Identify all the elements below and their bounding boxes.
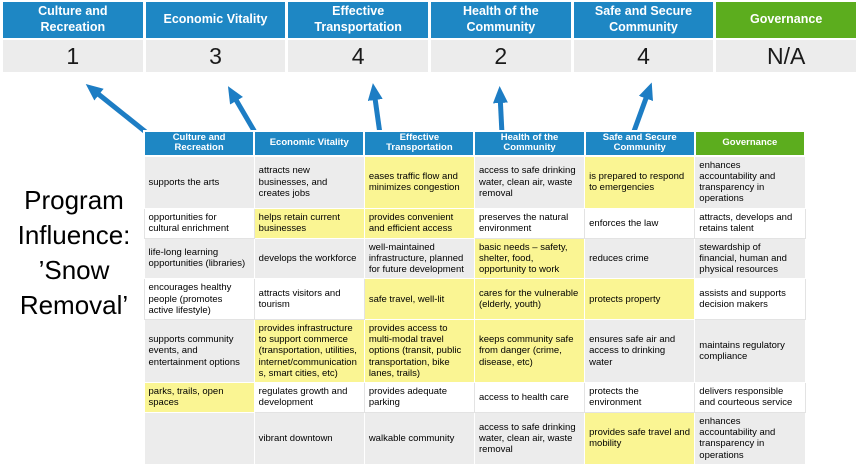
summary-band: Culture and Recreation Economic Vitality E…	[3, 2, 856, 72]
table-row: encourages healthy people (promotes acti…	[143, 278, 806, 320]
table-cell-highlighted: parks, trails, open spaces	[143, 381, 255, 413]
table-cell: maintains regulatory compliance	[694, 318, 806, 383]
summary-score-safe-and-secure-community: 4	[573, 40, 714, 72]
table-cell-highlighted: provides convenient and efficient access	[363, 207, 475, 239]
table-cell: encourages healthy people (promotes acti…	[143, 278, 255, 320]
table-row: opportunities for cultural enrichment hel…	[143, 207, 806, 239]
summary-category-health-of-the-community: Health of the Community	[431, 2, 571, 38]
table-cell: supports the arts	[143, 155, 255, 209]
table-cell: reduces crime	[584, 237, 696, 280]
matrix-header-row: Culture and Recreation Economic Vitality E…	[142, 130, 807, 157]
table-header-cell: Safe and Secure Community	[583, 130, 696, 157]
table-cell: protects the environment	[584, 381, 696, 413]
table-cell-highlighted: provides infrastructure to support comme…	[253, 318, 365, 383]
table-cell: attracts visitors and tourism	[253, 278, 365, 320]
table-cell: access to safe drinking water, clean air…	[473, 155, 586, 209]
table-row: supports community events, and entertain…	[143, 318, 806, 383]
table-cell-highlighted: eases traffic flow and minimizes congest…	[363, 155, 475, 209]
table-cell: enhances accountability and transparency…	[694, 155, 806, 209]
table-header-cell: Effective Transportation	[363, 130, 476, 157]
table-cell-highlighted: keeps community safe from danger (crime,…	[473, 318, 586, 383]
summary-score-governance: N/A	[716, 40, 856, 72]
table-cell: supports community events, and entertain…	[143, 318, 255, 383]
table-cell: stewardship of financial, human and phys…	[694, 237, 806, 280]
table-cell: well-maintained infrastructure, planned …	[363, 237, 475, 280]
summary-score-health-of-the-community: 2	[431, 40, 571, 72]
table-cell: enforces the law	[584, 207, 696, 239]
table-cell: ensures safe air and access to drinking …	[584, 318, 696, 383]
summary-category-safe-and-secure-community: Safe and Secure Community	[573, 2, 714, 38]
table-cell: preserves the natural environment	[473, 207, 586, 239]
table-header-cell: Culture and Recreation	[142, 130, 256, 157]
summary-score-economic-vitality: 3	[145, 40, 286, 72]
summary-category-effective-transportation: Effective Transportation	[288, 2, 428, 38]
table-row: life-long learning opportunities (librar…	[143, 237, 806, 280]
up-arrow-icon	[227, 86, 259, 136]
table-cell: enhances accountability and transparency…	[694, 411, 806, 465]
summary-score-effective-transportation: 4	[288, 40, 428, 72]
table-cell: vibrant downtown	[253, 411, 365, 465]
table-row: parks, trails, open spaces regulates grow…	[143, 381, 806, 413]
table-cell-highlighted: protects property	[584, 278, 696, 320]
table-cell: access to safe drinking water, clean air…	[473, 411, 586, 465]
page-title: Program Influence: ’Snow Removal’	[17, 185, 131, 321]
matrix-body: supports the arts attracts new businesses…	[143, 155, 806, 465]
summary-category-culture-and-recreation: Culture and Recreation	[3, 2, 143, 38]
up-arrow-icon	[85, 84, 149, 135]
up-arrow-icon	[630, 82, 653, 135]
table-header-cell: Health of the Community	[473, 130, 586, 157]
summary-category-governance: Governance	[716, 2, 856, 38]
table-row: vibrant downtown walkable community access…	[143, 411, 806, 465]
table-cell-highlighted: safe travel, well-lit	[363, 278, 475, 320]
table-cell-highlighted: provides access to multi-modal travel op…	[363, 318, 475, 383]
table-cell: life-long learning opportunities (librar…	[143, 237, 255, 280]
table-cell: access to health care	[473, 381, 586, 413]
table-cell: attracts new businesses, and creates job…	[253, 155, 365, 209]
table-cell: attracts, develops and retains talent	[694, 207, 806, 239]
table-cell: regulates growth and development	[253, 381, 365, 413]
table-cell-highlighted: basic needs – safety, shelter, food, opp…	[473, 237, 586, 280]
table-cell	[143, 411, 255, 465]
table-cell: delivers responsible and courteous servi…	[694, 381, 806, 413]
table-cell-highlighted: cares for the vulnerable (elderly, youth…	[473, 278, 586, 320]
table-header-cell: Economic Vitality	[253, 130, 366, 157]
table-cell-highlighted: helps retain current businesses	[253, 207, 365, 239]
table-cell: walkable community	[363, 411, 475, 465]
table-cell-highlighted: is prepared to respond to emergencies	[584, 155, 696, 209]
table-row: supports the arts attracts new businesses…	[143, 155, 806, 209]
table-header-cell: Governance	[693, 130, 807, 157]
table-cell: assists and supports decision makers	[694, 278, 806, 320]
table-cell: develops the workforce	[253, 237, 365, 280]
summary-score-culture-and-recreation: 1	[3, 40, 143, 72]
summary-score-row: 1 3 4 2 4 N/A	[3, 40, 856, 72]
table-cell: opportunities for cultural enrichment	[143, 207, 255, 239]
up-arrow-icon	[492, 86, 508, 135]
summary-label-row: Culture and Recreation Economic Vitality E…	[3, 2, 856, 38]
table-cell: provides adequate parking	[363, 381, 475, 413]
influence-matrix: Culture and Recreation Economic Vitality E…	[142, 130, 807, 465]
table-cell-highlighted: provides safe travel and mobility	[584, 411, 696, 465]
up-arrow-icon	[367, 83, 383, 135]
summary-category-economic-vitality: Economic Vitality	[145, 2, 286, 38]
influence-arrows	[85, 82, 653, 136]
